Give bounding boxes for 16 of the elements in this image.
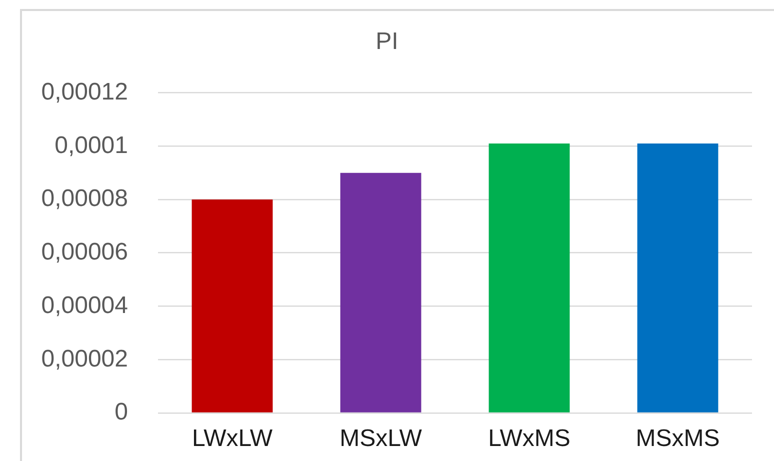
y-tick-label: 0,0001 — [54, 132, 128, 159]
y-tick-label: 0 — [114, 398, 128, 426]
y-tick-label: 0,00012 — [41, 78, 128, 106]
x-tick-label: LWxLW — [192, 425, 273, 452]
x-tick-label: LWxMS — [488, 425, 570, 452]
y-tick-label: 0,00004 — [41, 292, 128, 319]
x-tick-label: MSxLW — [340, 425, 422, 452]
x-tick-label: MSxMS — [636, 425, 720, 452]
bar — [192, 200, 273, 412]
bar — [637, 144, 718, 412]
y-tick-label: 0,00006 — [41, 238, 128, 266]
y-tick-label: 0,00008 — [41, 185, 128, 212]
bar — [488, 144, 570, 412]
chart-title: PI — [376, 28, 398, 56]
y-tick-label: 0,00002 — [41, 345, 128, 372]
bar — [340, 172, 422, 412]
